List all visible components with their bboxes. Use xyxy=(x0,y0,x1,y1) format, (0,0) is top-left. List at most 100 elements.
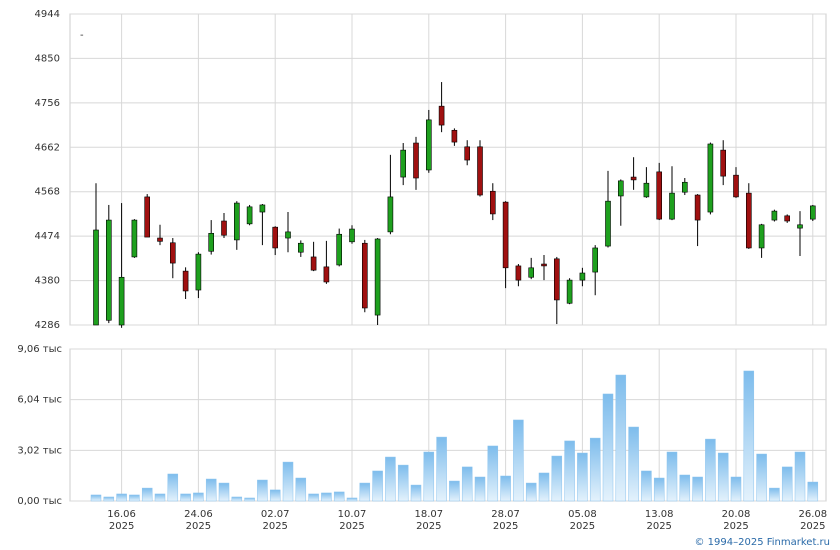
candle-body xyxy=(477,146,483,196)
y-tick-label: 4380 xyxy=(35,276,60,287)
candle-body xyxy=(643,182,650,198)
volume-bar xyxy=(551,455,563,502)
volume-bar xyxy=(308,493,319,502)
volume-bar xyxy=(525,482,537,502)
candle-body xyxy=(272,226,279,249)
volume-bar xyxy=(794,451,806,502)
volume-bar xyxy=(641,470,652,502)
candle-body xyxy=(374,238,381,316)
volume-bar xyxy=(692,476,703,502)
candle-body xyxy=(733,174,739,198)
candle-body xyxy=(157,237,163,242)
candle-body xyxy=(182,270,189,292)
volume-bar xyxy=(436,436,447,502)
candle-body xyxy=(259,204,266,213)
volume-bar xyxy=(193,492,204,502)
x-tick-year: 2025 xyxy=(186,521,211,532)
volume-bar xyxy=(653,477,665,502)
volume-bar xyxy=(282,461,294,502)
candle-body xyxy=(285,231,291,239)
volume-bar xyxy=(397,464,409,502)
volume-bar xyxy=(333,491,345,502)
legend: - xyxy=(80,30,84,41)
x-tick-year: 2025 xyxy=(646,521,671,532)
candle-body xyxy=(797,224,803,229)
x-tick-year: 2025 xyxy=(416,521,441,532)
volume-bar xyxy=(385,456,396,502)
candle-body xyxy=(323,266,330,283)
volume-bar xyxy=(180,493,191,502)
volume-bar xyxy=(167,473,179,502)
candle-body xyxy=(361,242,368,309)
candle-body xyxy=(297,242,304,253)
volume-bar xyxy=(129,494,140,502)
y2-tick-label: 6,04 тыс xyxy=(17,395,62,406)
x-tick-year: 2025 xyxy=(262,521,287,532)
candle-body xyxy=(528,267,535,278)
y-tick-label: 4850 xyxy=(35,53,60,64)
volume-bar xyxy=(205,478,217,502)
volume-bar xyxy=(781,466,793,502)
candle-body xyxy=(617,180,624,197)
volume-bar xyxy=(679,474,691,502)
volume-bar xyxy=(538,472,550,502)
candle-body xyxy=(566,279,573,304)
x-tick-year: 2025 xyxy=(800,521,825,532)
volume-bar xyxy=(564,440,575,502)
footer: © 1994–2025 Finmarket.ru xyxy=(694,537,830,548)
y-tick-label: 4568 xyxy=(35,187,60,198)
y-tick-label: 4474 xyxy=(35,231,60,242)
candle-body xyxy=(771,210,778,221)
x-tick-label: 26.08 xyxy=(798,509,827,520)
candle-body xyxy=(592,247,599,273)
volume-bar xyxy=(756,453,767,502)
candle-body xyxy=(400,149,407,178)
volume-bar xyxy=(423,451,435,502)
candle-body xyxy=(387,196,394,233)
volume-bar xyxy=(589,437,601,502)
candle-body xyxy=(170,242,176,264)
candle-body xyxy=(246,206,253,225)
candle-body xyxy=(144,196,150,238)
candle-body xyxy=(502,201,509,269)
x-tick-label: 10.07 xyxy=(338,509,367,520)
volume-bar xyxy=(154,493,166,502)
candle-body xyxy=(553,258,560,301)
x-tick-label: 16.06 xyxy=(107,509,136,520)
volume-bar xyxy=(577,452,588,502)
volume-bar xyxy=(615,374,627,502)
y-tick-label: 4286 xyxy=(35,320,60,331)
candle-body xyxy=(489,190,496,215)
x-tick-label: 24.06 xyxy=(184,509,213,520)
volume-bar xyxy=(513,419,524,502)
candle-body xyxy=(336,233,343,266)
x-tick-label: 28.07 xyxy=(491,509,520,520)
candle-body xyxy=(758,224,765,249)
candle-body xyxy=(745,192,752,249)
y2-tick-label: 0,00 тыс xyxy=(17,496,62,507)
y2-tick-label: 3,02 тыс xyxy=(17,445,62,456)
candle-body xyxy=(579,272,586,281)
volume-bar xyxy=(295,477,307,502)
x-tick-label: 02.07 xyxy=(261,509,290,520)
volume-bar xyxy=(628,426,639,502)
candle-body xyxy=(234,202,240,241)
volume-bar xyxy=(487,445,499,502)
candle-body xyxy=(195,253,202,291)
candle-body xyxy=(694,194,701,221)
volume-bar xyxy=(346,497,358,502)
x-tick-year: 2025 xyxy=(339,521,364,532)
candle-body xyxy=(221,220,227,236)
candle-body xyxy=(131,219,138,258)
volume-bar xyxy=(743,370,755,502)
candle-body xyxy=(720,149,727,177)
candle-body xyxy=(464,146,471,161)
candle-body xyxy=(707,143,714,213)
candle-body xyxy=(784,215,791,222)
volume-bar xyxy=(321,492,332,502)
x-tick-label: 20.08 xyxy=(722,509,751,520)
volume-bar xyxy=(244,497,255,502)
x-tick-year: 2025 xyxy=(570,521,595,532)
candle-body xyxy=(413,142,419,179)
volume-bar xyxy=(218,482,230,502)
